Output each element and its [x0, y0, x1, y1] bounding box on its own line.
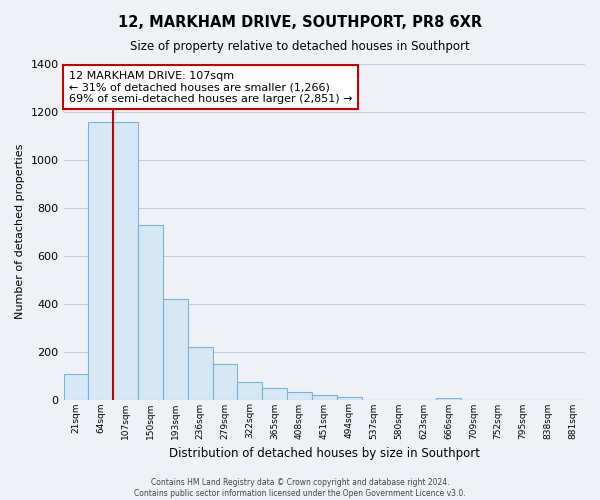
Bar [337, 396, 362, 400]
Bar [312, 395, 337, 400]
Text: Size of property relative to detached houses in Southport: Size of property relative to detached ho… [130, 40, 470, 53]
Bar [138, 224, 163, 400]
Text: 12, MARKHAM DRIVE, SOUTHPORT, PR8 6XR: 12, MARKHAM DRIVE, SOUTHPORT, PR8 6XR [118, 15, 482, 30]
Bar [287, 392, 312, 400]
Text: Contains HM Land Registry data © Crown copyright and database right 2024.
Contai: Contains HM Land Registry data © Crown c… [134, 478, 466, 498]
Bar [262, 388, 287, 400]
X-axis label: Distribution of detached houses by size in Southport: Distribution of detached houses by size … [169, 447, 480, 460]
Bar [163, 299, 188, 400]
Bar [212, 364, 238, 400]
Bar [436, 398, 461, 400]
Bar [238, 382, 262, 400]
Bar [64, 374, 88, 400]
Text: 12 MARKHAM DRIVE: 107sqm
← 31% of detached houses are smaller (1,266)
69% of sem: 12 MARKHAM DRIVE: 107sqm ← 31% of detach… [69, 70, 352, 104]
Bar [88, 122, 113, 400]
Bar [188, 347, 212, 400]
Y-axis label: Number of detached properties: Number of detached properties [15, 144, 25, 320]
Bar [113, 122, 138, 400]
